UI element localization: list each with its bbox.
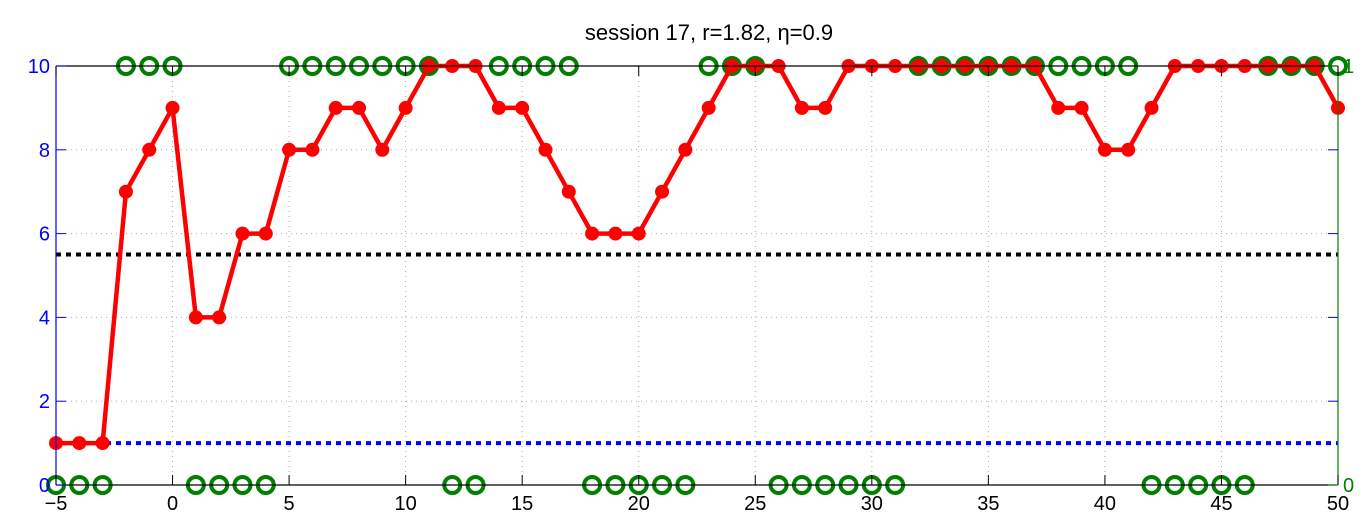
left-y-tick-label: 2 — [39, 391, 50, 413]
main-series-point — [1121, 142, 1136, 157]
series — [46, 56, 1348, 495]
left-y-tick-label: 10 — [28, 56, 50, 78]
main-series-point — [142, 142, 157, 157]
main-series-point — [1074, 100, 1089, 115]
main-series-point — [1051, 100, 1066, 115]
left-y-tick-label: 4 — [39, 307, 50, 329]
reference-lines — [56, 252, 1338, 446]
main-series-point — [282, 142, 297, 157]
grid — [56, 66, 1338, 485]
main-series-point — [165, 100, 180, 115]
right-y-tick-label: 0 — [1343, 475, 1354, 497]
main-series-point — [305, 142, 320, 157]
main-series-point — [794, 100, 809, 115]
main-series-point — [631, 226, 646, 241]
main-series-point — [538, 142, 553, 157]
left-y-tick-label: 8 — [39, 140, 50, 162]
x-tick-label: 5 — [284, 493, 295, 515]
x-tick-label: 15 — [511, 493, 533, 515]
x-tick-label: 30 — [861, 493, 883, 515]
main-series-point — [258, 226, 273, 241]
main-series-point — [235, 226, 250, 241]
main-series-point — [188, 310, 203, 325]
right-y-tick-label: 1 — [1343, 56, 1354, 78]
main-series-point — [608, 226, 623, 241]
x-tick-label: 40 — [1094, 493, 1116, 515]
main-series-point — [1097, 142, 1112, 157]
main-series-point — [491, 100, 506, 115]
x-tick-label: 0 — [167, 493, 178, 515]
main-series-point — [375, 142, 390, 157]
main-series-point — [352, 100, 367, 115]
main-series-point — [818, 100, 833, 115]
main-series-point — [561, 184, 576, 199]
main-series-point — [95, 436, 110, 451]
left-y-tick-label: 0 — [39, 475, 50, 497]
main-series-point — [678, 142, 693, 157]
axes — [55, 65, 1339, 486]
main-series-point — [655, 184, 670, 199]
x-tick-label: 45 — [1210, 493, 1232, 515]
main-series-point — [398, 100, 413, 115]
x-tick-label: 35 — [977, 493, 999, 515]
main-series-point — [328, 100, 343, 115]
main-series-point — [1144, 100, 1159, 115]
x-tick-label: 25 — [744, 493, 766, 515]
main-series-point — [118, 184, 133, 199]
x-tick-label: 20 — [628, 493, 650, 515]
x-tick-label: 50 — [1327, 493, 1349, 515]
x-tick-label: −5 — [45, 493, 68, 515]
x-tick-label: 10 — [395, 493, 417, 515]
chart-title: session 17, r=1.82, η=0.9 — [585, 20, 833, 45]
left-y-tick-label: 6 — [39, 224, 50, 246]
main-series-point — [701, 100, 716, 115]
main-series-point — [515, 100, 530, 115]
main-series-point — [72, 436, 87, 451]
main-series-point — [212, 310, 227, 325]
main-series-point — [585, 226, 600, 241]
